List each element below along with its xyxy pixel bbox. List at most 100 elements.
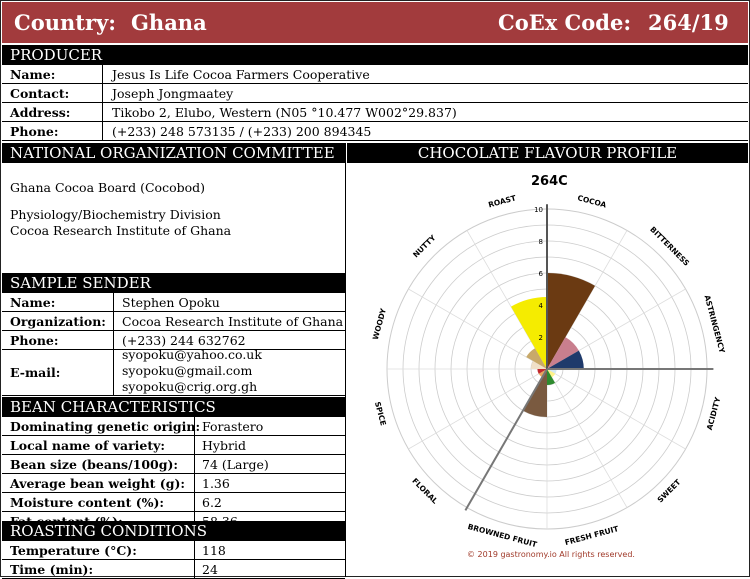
sender-label: Organization: bbox=[10, 314, 106, 329]
sender-row: Name: Stephen Opoku bbox=[2, 293, 345, 312]
producer-value: Joseph Jongmaatey bbox=[112, 86, 234, 101]
producer-row: Contact: Joseph Jongmaatey bbox=[2, 84, 748, 103]
producer-value: Tikobo 2, Elubo, Western (N05 °10.477 W0… bbox=[112, 105, 457, 120]
wedge-acidity bbox=[547, 369, 557, 374]
sender-value: (+233) 244 632762 bbox=[122, 333, 246, 348]
bean-section-title: BEAN CHARACTERISTICS bbox=[2, 397, 345, 417]
roasting-section-title: ROASTING CONDITIONS bbox=[2, 521, 345, 541]
category-label: SPICE bbox=[373, 401, 388, 427]
category-label: SWEET bbox=[656, 477, 684, 505]
bean-value: Forastero bbox=[202, 419, 264, 434]
producer-row: Name: Jesus Is Life Cocoa Farmers Coopera… bbox=[2, 65, 748, 84]
wedge-astringency bbox=[547, 350, 584, 369]
roast-divider bbox=[194, 541, 195, 560]
roast-value: 118 bbox=[202, 543, 226, 558]
bean-divider bbox=[194, 417, 195, 436]
producer-row: Address: Tikobo 2, Elubo, Western (N05 °1… bbox=[2, 103, 748, 122]
email-3: syopoku@crig.org.gh bbox=[122, 379, 258, 394]
sender-row: Phone: (+233) 244 632762 bbox=[2, 331, 345, 350]
wedge-woody bbox=[531, 361, 547, 369]
producer-row: Phone: (+233) 248 573135 / (+233) 200 894… bbox=[2, 122, 748, 141]
bean-value: Hybrid bbox=[202, 438, 246, 453]
roast-value: 24 bbox=[202, 562, 218, 577]
country-value: Ghana bbox=[131, 10, 207, 35]
category-label: WOODY bbox=[371, 307, 388, 341]
tick-label: 10 bbox=[534, 206, 543, 214]
bean-divider bbox=[194, 436, 195, 455]
producer-label: Name: bbox=[10, 67, 56, 82]
grid-spoke bbox=[546, 368, 686, 450]
bean-row: Local name of variety: Hybrid bbox=[2, 436, 345, 455]
sender-label: Phone: bbox=[10, 333, 59, 348]
chart-title: 264C bbox=[531, 174, 568, 189]
bean-divider bbox=[194, 455, 195, 474]
bean-label: Bean size (beans/100g): bbox=[10, 457, 179, 472]
bean-label: Average bean weight (g): bbox=[10, 476, 185, 491]
producer-divider bbox=[102, 84, 103, 103]
noc-line-1: Ghana Cocoa Board (Cocobod) bbox=[10, 180, 206, 195]
bean-value: 1.36 bbox=[202, 476, 230, 491]
noc-section-title: NATIONAL ORGANIZATION COMMITTEE bbox=[2, 143, 345, 163]
producer-value: (+233) 248 573135 / (+233) 200 894345 bbox=[112, 124, 372, 139]
tick-label: 6 bbox=[539, 270, 544, 278]
category-label: COCOA bbox=[577, 193, 608, 209]
bean-row: Dominating genetic origin: Forastero bbox=[2, 417, 345, 436]
email-row: E-mail: syopoku@yahoo.co.uk syopoku@gmai… bbox=[2, 347, 345, 396]
producer-label: Address: bbox=[10, 105, 71, 120]
flavour-section-title: CHOCOLATE FLAVOUR PROFILE bbox=[347, 143, 748, 163]
producer-divider bbox=[102, 103, 103, 122]
coex-code-label: CoEx Code: bbox=[498, 10, 632, 35]
sender-divider bbox=[113, 293, 114, 312]
sender-value: Cocoa Research Institute of Ghana bbox=[122, 314, 344, 329]
highlight-line-diag bbox=[464, 368, 548, 511]
bean-row: Bean size (beans/100g): 74 (Large) bbox=[2, 455, 345, 474]
producer-label: Contact: bbox=[10, 86, 70, 101]
category-label: ACIDITY bbox=[705, 396, 723, 431]
coex-code-value: 264/19 bbox=[648, 10, 729, 35]
category-label: BITTERNESS bbox=[648, 225, 691, 268]
category-label: FLORAL bbox=[410, 476, 439, 505]
email-label: E-mail: bbox=[10, 365, 61, 380]
grid-spoke bbox=[408, 288, 548, 370]
tick-label: 2 bbox=[539, 334, 543, 342]
sender-label: Name: bbox=[10, 295, 56, 310]
copyright-text: © 2019 gastronomy.io All rights reserved… bbox=[467, 550, 635, 559]
category-label: BROWNED FRUIT bbox=[467, 522, 539, 549]
bean-divider bbox=[194, 493, 195, 512]
sender-divider bbox=[113, 331, 114, 350]
roast-label: Time (min): bbox=[10, 562, 94, 577]
bean-divider bbox=[194, 474, 195, 493]
bean-label: Dominating genetic origin: bbox=[10, 419, 201, 434]
bean-row: Moisture content (%): 6.2 bbox=[2, 493, 345, 512]
roast-row: Temperature (°C): 118 bbox=[2, 541, 345, 560]
wedge-cocoa bbox=[547, 273, 595, 369]
wedge-roast bbox=[511, 297, 547, 369]
category-label: ASTRINGENCY bbox=[703, 294, 727, 355]
email-1: syopoku@yahoo.co.uk bbox=[122, 347, 262, 362]
producer-label: Phone: bbox=[10, 124, 59, 139]
wedge-bitterness bbox=[547, 337, 579, 369]
country-label: Country: bbox=[14, 10, 116, 35]
email-row-divider bbox=[113, 350, 114, 396]
noc-line-2: Physiology/Biochemistry Division bbox=[10, 207, 221, 222]
bean-label: Moisture content (%): bbox=[10, 495, 165, 510]
flavour-wheel-chart: 2 4 6 8 10 COCOA BITTERNESS ASTRINGENCY ACIDITY S… bbox=[371, 193, 727, 549]
sender-value: Stephen Opoku bbox=[122, 295, 220, 310]
sample-sender-section-title: SAMPLE SENDER bbox=[2, 273, 345, 293]
bean-row: Average bean weight (g): 1.36 bbox=[2, 474, 345, 493]
sender-divider bbox=[113, 312, 114, 331]
producer-value: Jesus Is Life Cocoa Farmers Cooperative bbox=[112, 67, 370, 82]
header-bar: Country: Ghana CoEx Code: 264/19 bbox=[2, 2, 748, 43]
wedge-sweet bbox=[547, 369, 556, 378]
column-divider bbox=[345, 143, 346, 577]
sender-row: Organization: Cocoa Research Institute of… bbox=[2, 312, 345, 331]
category-label: ROAST bbox=[487, 193, 517, 209]
email-2: syopoku@gmail.com bbox=[122, 363, 253, 378]
producer-divider bbox=[102, 122, 103, 141]
producer-divider bbox=[102, 65, 103, 84]
bean-value: 74 (Large) bbox=[202, 457, 269, 472]
wedge-spice bbox=[537, 369, 547, 374]
tick-label: 4 bbox=[539, 302, 544, 310]
roast-label: Temperature (°C): bbox=[10, 543, 137, 558]
